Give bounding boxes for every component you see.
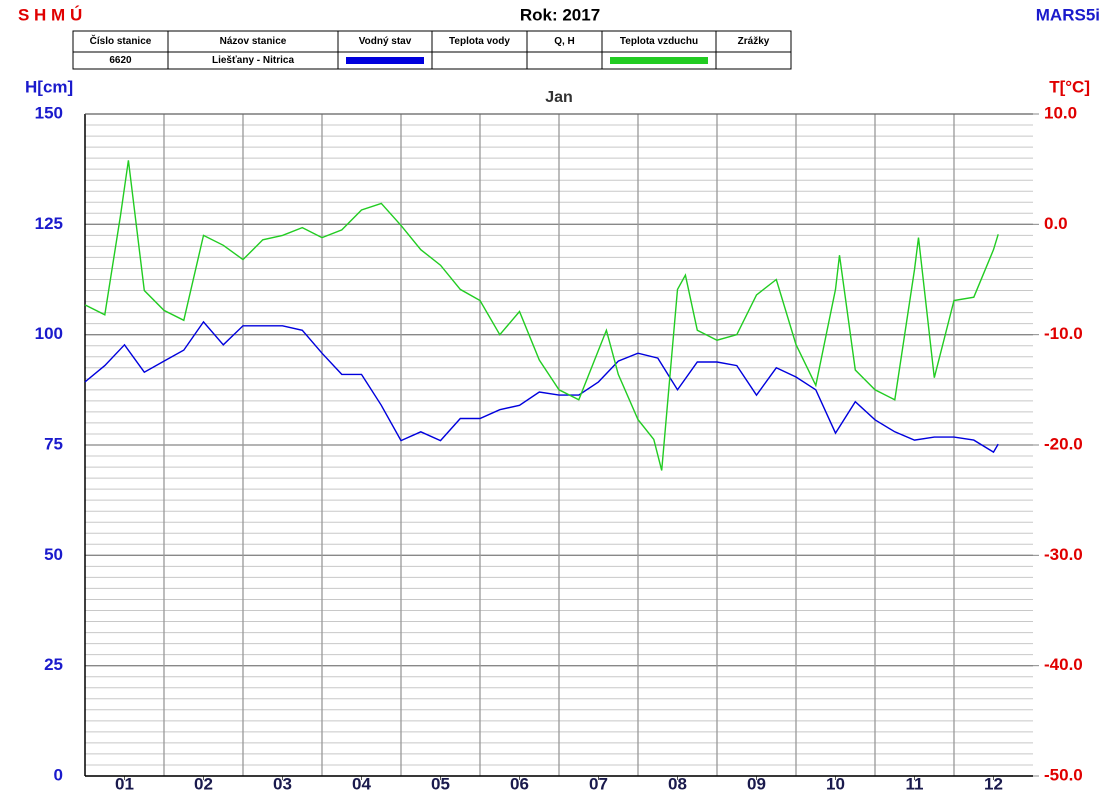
legend-swatch bbox=[610, 57, 708, 64]
x-tick-label: 08 bbox=[668, 774, 687, 793]
y2-tick-label: 0.0 bbox=[1044, 214, 1068, 233]
table-header: Q, H bbox=[554, 36, 575, 47]
y-tick-label: 100 bbox=[35, 324, 63, 343]
y-tick-label: 75 bbox=[44, 434, 63, 453]
x-tick-label: 10 bbox=[826, 774, 845, 793]
page-title: Rok: 2017 bbox=[520, 5, 600, 24]
x-tick-label: 06 bbox=[510, 774, 529, 793]
x-tick-label: 05 bbox=[431, 774, 450, 793]
x-tick-label: 09 bbox=[747, 774, 766, 793]
y2-tick-label: -40.0 bbox=[1044, 655, 1083, 674]
x-tick-label: 04 bbox=[352, 774, 371, 793]
y-tick-label: 150 bbox=[35, 103, 63, 122]
legend-table: Číslo stanice Názov stanice Vodný stav Tepl… bbox=[72, 30, 792, 70]
x-tick-label: 11 bbox=[906, 774, 924, 793]
y-axis-label: H[cm] bbox=[25, 77, 73, 96]
legend-swatch bbox=[346, 57, 424, 64]
y2-tick-label: -10.0 bbox=[1044, 324, 1083, 343]
x-tick-label: 07 bbox=[589, 774, 608, 793]
chart-title: Jan bbox=[545, 89, 573, 106]
table-header: Vodný stav bbox=[359, 36, 412, 47]
x-tick-label: 01 bbox=[115, 774, 134, 793]
table-header: Teplota vody bbox=[449, 36, 510, 47]
y-tick-label: 0 bbox=[54, 765, 63, 784]
y2-tick-label: 10.0 bbox=[1044, 103, 1077, 122]
table-header: Zrážky bbox=[738, 36, 770, 47]
y2-tick-label: -30.0 bbox=[1044, 545, 1083, 564]
y2-axis-label: T[°C] bbox=[1049, 77, 1090, 96]
app-name: MARS5i bbox=[1036, 5, 1100, 24]
table-cell: 6620 bbox=[109, 55, 132, 66]
x-tick-label: 12 bbox=[984, 774, 1003, 793]
org-name: S H M Ú bbox=[18, 5, 82, 24]
y-tick-label: 125 bbox=[35, 214, 63, 233]
y-tick-label: 25 bbox=[44, 655, 63, 674]
y2-tick-label: -20.0 bbox=[1044, 434, 1083, 453]
series-line bbox=[84, 160, 999, 471]
series-line bbox=[84, 320, 999, 454]
y2-tick-label: -50.0 bbox=[1044, 765, 1083, 784]
table-header: Názov stanice bbox=[220, 36, 287, 47]
y-tick-label: 50 bbox=[44, 545, 63, 564]
table-header: Číslo stanice bbox=[90, 34, 152, 47]
x-tick-label: 02 bbox=[194, 774, 213, 793]
table-header: Teplota vzduchu bbox=[620, 36, 698, 47]
table-cell: Liešťany - Nitrica bbox=[212, 55, 294, 66]
x-tick-label: 03 bbox=[273, 774, 292, 793]
